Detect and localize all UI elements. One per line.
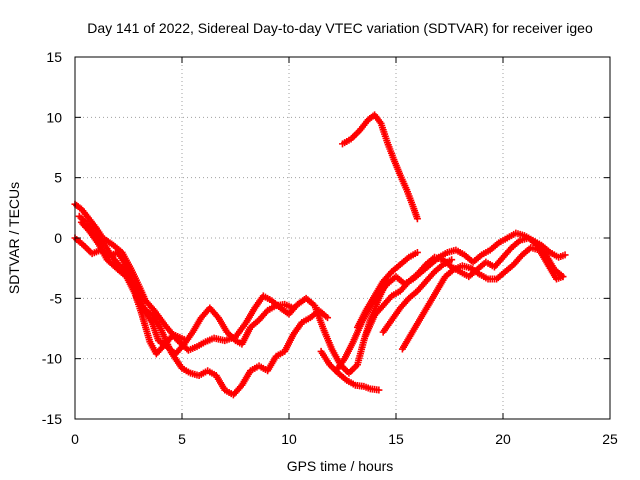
x-tick-label: 20 bbox=[495, 431, 511, 447]
y-axis-label: SDTVAR / TECUs bbox=[6, 182, 22, 294]
data-point bbox=[561, 251, 569, 259]
series-track-5 bbox=[339, 111, 421, 223]
x-axis-label: GPS time / hours bbox=[287, 458, 394, 474]
data-point bbox=[413, 215, 421, 223]
y-tick-label: 10 bbox=[46, 109, 62, 125]
chart-title: Day 141 of 2022, Sidereal Day-to-day VTE… bbox=[87, 20, 593, 36]
series-track-2 bbox=[75, 212, 332, 399]
y-tick-label: 0 bbox=[54, 230, 62, 246]
series-track-4 bbox=[77, 218, 188, 358]
series-track-6 bbox=[317, 347, 383, 394]
x-tick-label: 10 bbox=[281, 431, 297, 447]
series-track-11 bbox=[353, 248, 421, 331]
data-point bbox=[448, 256, 456, 264]
data-point bbox=[180, 335, 188, 343]
y-tick-labels: -15 -10 -5 0 5 10 15 bbox=[42, 49, 62, 427]
x-tick-label: 0 bbox=[71, 431, 79, 447]
data-series bbox=[71, 111, 569, 399]
axis-ticks bbox=[74, 56, 611, 420]
data-point bbox=[559, 273, 567, 281]
y-tick-label: -15 bbox=[42, 411, 62, 427]
y-tick-label: 15 bbox=[46, 49, 62, 65]
x-tick-label: 15 bbox=[388, 431, 404, 447]
data-point bbox=[324, 314, 332, 322]
x-tick-label: 25 bbox=[602, 431, 618, 447]
y-tick-label: -10 bbox=[42, 351, 62, 367]
y-tick-label: -5 bbox=[50, 290, 63, 306]
x-tick-labels: 0 5 10 15 20 25 bbox=[71, 431, 618, 447]
series-track-10 bbox=[379, 256, 456, 336]
data-point bbox=[413, 248, 421, 256]
y-tick-label: 5 bbox=[54, 170, 62, 186]
series-track-9 bbox=[398, 244, 567, 353]
x-tick-label: 5 bbox=[178, 431, 186, 447]
data-point bbox=[375, 386, 383, 394]
data-point bbox=[289, 304, 297, 312]
